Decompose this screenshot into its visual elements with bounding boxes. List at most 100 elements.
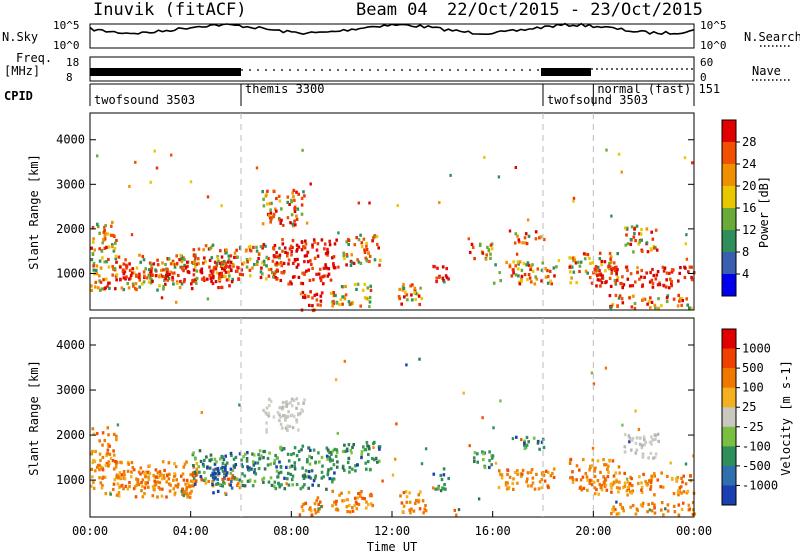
range-cell: [221, 465, 224, 469]
range-cell: [510, 274, 514, 278]
range-cell: [350, 253, 353, 257]
range-cell: [279, 470, 283, 474]
range-cell: [215, 262, 219, 266]
range-cell: [622, 283, 626, 287]
range-cell: [633, 301, 637, 306]
range-cell: [653, 455, 657, 459]
range-cell: [611, 266, 615, 270]
range-cell: [257, 256, 260, 261]
range-cell: [216, 477, 219, 482]
range-cell: [290, 404, 294, 408]
range-cell: [418, 507, 422, 511]
range-cell: [126, 469, 130, 473]
range-cell: [649, 440, 653, 444]
range-cell: [596, 265, 600, 269]
range-cell: [604, 281, 607, 285]
range-cell: [272, 247, 276, 251]
range-cell: [312, 479, 316, 483]
range-cell: [629, 505, 632, 509]
range-cell: [332, 477, 336, 481]
range-cell: [122, 262, 126, 266]
range-cell: [268, 216, 272, 220]
range-cell: [415, 498, 418, 503]
range-cell: [684, 462, 688, 466]
range-cell: [512, 271, 515, 275]
range-cell: [639, 503, 643, 507]
range-cell: [344, 293, 348, 297]
range-cell: [326, 473, 330, 477]
range-cell: [633, 227, 636, 231]
range-cell: [405, 293, 409, 297]
range-cell: [265, 412, 269, 416]
range-cell: [268, 397, 271, 401]
range-cell: [179, 265, 182, 269]
range-cell: [107, 265, 111, 269]
range-cell: [307, 446, 310, 450]
range-cell: [182, 494, 185, 498]
range-cell: [403, 295, 406, 299]
range-cell: [142, 258, 146, 262]
range-cell: [530, 280, 533, 284]
range-cell: [643, 297, 647, 301]
range-cell: [223, 259, 226, 264]
range-cell: [191, 453, 195, 457]
range-cell: [320, 455, 324, 459]
range-cell: [295, 265, 299, 269]
range-cell: [225, 461, 229, 465]
range-cell: [231, 277, 234, 282]
range-cell: [605, 488, 609, 492]
range-cell: [405, 495, 409, 499]
range-cell: [216, 255, 219, 259]
range-cell: [598, 269, 601, 273]
range-cell: [677, 503, 681, 507]
range-cell: [652, 456, 655, 460]
range-cell: [211, 479, 214, 484]
range-cell: [520, 268, 524, 272]
range-cell: [351, 509, 355, 513]
range-cell: [341, 464, 345, 468]
range-cell: [281, 400, 285, 405]
range-cell: [267, 414, 271, 418]
velocity-colorbar-label: Velocity [m s-1]: [779, 360, 793, 476]
range-cell: [231, 476, 234, 480]
range-cell: [189, 479, 193, 483]
range-cell: [301, 466, 304, 470]
range-cell: [333, 471, 336, 475]
range-cell: [154, 468, 158, 472]
range-cell: [590, 464, 594, 468]
range-cell: [608, 294, 612, 298]
colorbar-segment: [722, 230, 736, 253]
range-cell: [636, 270, 639, 274]
range-cell: [102, 230, 106, 235]
range-cell: [688, 265, 692, 269]
range-cell: [273, 480, 277, 484]
range-cell: [219, 261, 222, 265]
range-cell: [230, 486, 234, 490]
range-cell: [670, 281, 673, 285]
range-cell: [378, 258, 382, 262]
freq-block: [90, 68, 241, 76]
range-cell: [194, 473, 198, 477]
range-cell: [113, 266, 117, 271]
range-cell: [591, 446, 595, 450]
range-cell: [253, 479, 257, 483]
y-tick-label: 3000: [56, 177, 85, 191]
range-cell: [640, 488, 643, 492]
range-cell: [286, 414, 290, 419]
range-cell: [220, 204, 223, 208]
range-cell: [506, 468, 509, 472]
colorbar-tick-label: -100: [742, 439, 771, 453]
range-cell: [672, 297, 676, 301]
range-cell: [92, 480, 95, 484]
range-cell: [326, 471, 330, 475]
range-cell: [541, 261, 545, 265]
range-cell: [275, 196, 278, 201]
range-cell: [649, 478, 653, 482]
range-cell: [326, 448, 330, 452]
range-cell: [147, 475, 150, 479]
range-cell: [666, 509, 670, 513]
range-cell: [311, 243, 314, 247]
range-cell: [402, 491, 406, 495]
range-cell: [128, 184, 131, 188]
range-cell: [683, 275, 687, 280]
